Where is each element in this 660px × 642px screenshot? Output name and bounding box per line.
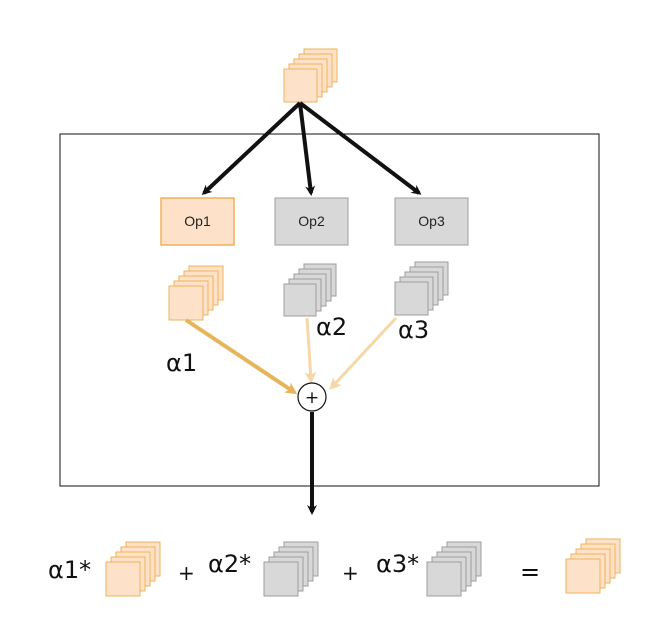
op1-box: Op1	[160, 197, 235, 246]
equation-equals: =	[520, 558, 540, 586]
op1-rect	[161, 198, 234, 245]
op3-to-sum-arrow	[329, 316, 398, 390]
feature-map-layer	[105, 561, 141, 597]
sum-symbol: +	[305, 388, 319, 408]
op3-rect	[395, 198, 468, 245]
mixed-op-container	[59, 133, 600, 487]
alpha2-label: α2	[316, 313, 347, 341]
input-to-op2-arrow	[298, 102, 316, 196]
equation-plus-1: +	[178, 561, 195, 585]
op1-label: Op1	[184, 213, 211, 229]
op3-border	[394, 197, 469, 246]
feature-map-layer	[283, 68, 318, 103]
feature-map-layer	[426, 561, 462, 597]
feature-map-layer	[283, 283, 317, 317]
equation-stack-1	[105, 541, 161, 597]
op2-border	[274, 197, 349, 246]
op2-label: Op2	[298, 213, 325, 229]
input-to-op3-arrow	[298, 101, 422, 195]
op2-output-stack	[283, 263, 337, 317]
feature-map-layer	[394, 281, 429, 316]
op3-box: Op3	[394, 197, 469, 246]
equation-term-2: α2*	[208, 550, 251, 578]
op1-output-stack	[168, 265, 224, 321]
sum-node-circle	[297, 382, 327, 412]
feature-map-layer	[565, 558, 601, 594]
equation-stack-3	[426, 541, 482, 597]
equation-term-3: α3*	[376, 550, 419, 578]
alpha1-label: α1	[166, 349, 197, 377]
op1-border	[160, 197, 235, 246]
feature-map-layer	[263, 561, 299, 597]
op2-box: Op2	[274, 197, 349, 246]
op1-to-sum-arrow	[184, 318, 298, 395]
op2-to-sum-arrow	[304, 317, 317, 384]
op3-output-stack	[394, 261, 449, 316]
equation-plus-2: +	[342, 561, 359, 585]
op3-label: Op3	[418, 213, 445, 229]
feature-map-layer	[168, 285, 204, 321]
equation-result-stack	[565, 538, 621, 594]
op2-rect	[275, 198, 348, 245]
sum-node: +	[297, 382, 327, 412]
alpha3-label: α3	[398, 316, 429, 344]
equation-term-1: α1*	[48, 556, 91, 584]
input-to-op1-arrow	[201, 101, 302, 196]
equation-stack-2	[263, 541, 319, 597]
input-feature-map-stack	[283, 48, 338, 103]
